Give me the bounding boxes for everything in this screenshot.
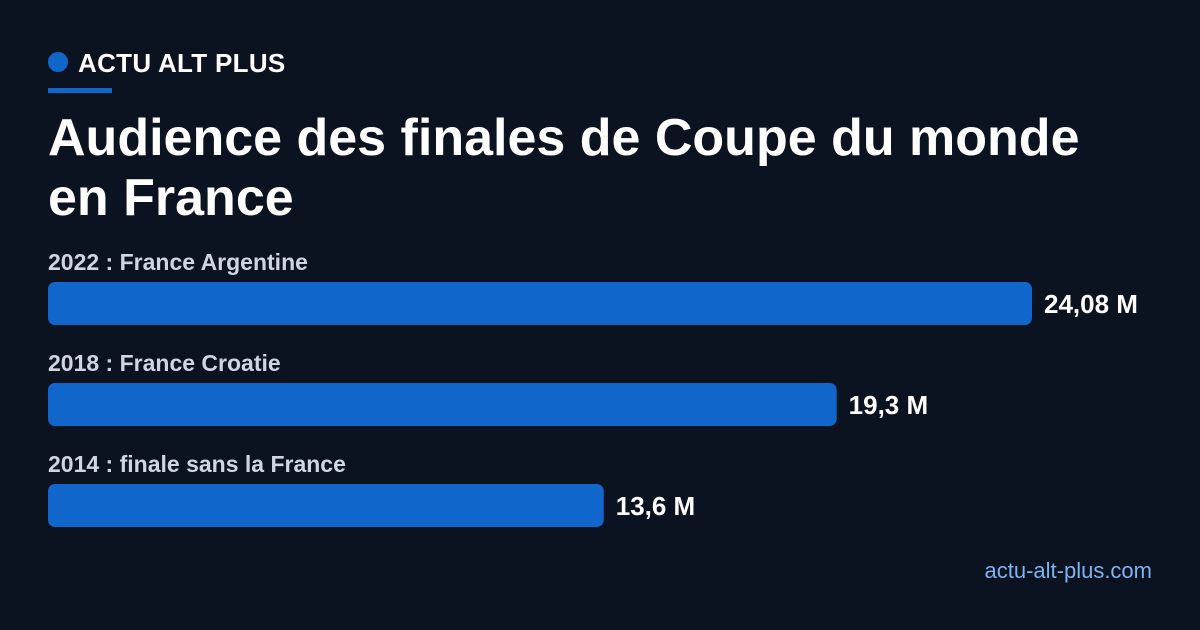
category-label: 2022 : France Argentine	[48, 249, 308, 275]
category-label: 2014 : finale sans la France	[48, 451, 346, 477]
bar	[48, 383, 837, 426]
footer-site-link[interactable]: actu-alt-plus.com	[984, 558, 1152, 583]
value-label: 19,3 M	[849, 390, 929, 420]
page-title: Audience des finales de Coupe du monde e…	[48, 109, 1080, 227]
value-label: 13,6 M	[616, 491, 696, 521]
brand-dot-icon	[48, 51, 68, 72]
category-label: 2018 : France Croatie	[48, 350, 281, 376]
bar	[48, 484, 604, 527]
brand-underline	[48, 88, 112, 93]
value-label: 24,08 M	[1044, 289, 1138, 319]
brand: ACTU ALT PLUS	[48, 48, 286, 79]
bar	[48, 282, 1032, 325]
brand-name: ACTU ALT PLUS	[78, 48, 286, 78]
